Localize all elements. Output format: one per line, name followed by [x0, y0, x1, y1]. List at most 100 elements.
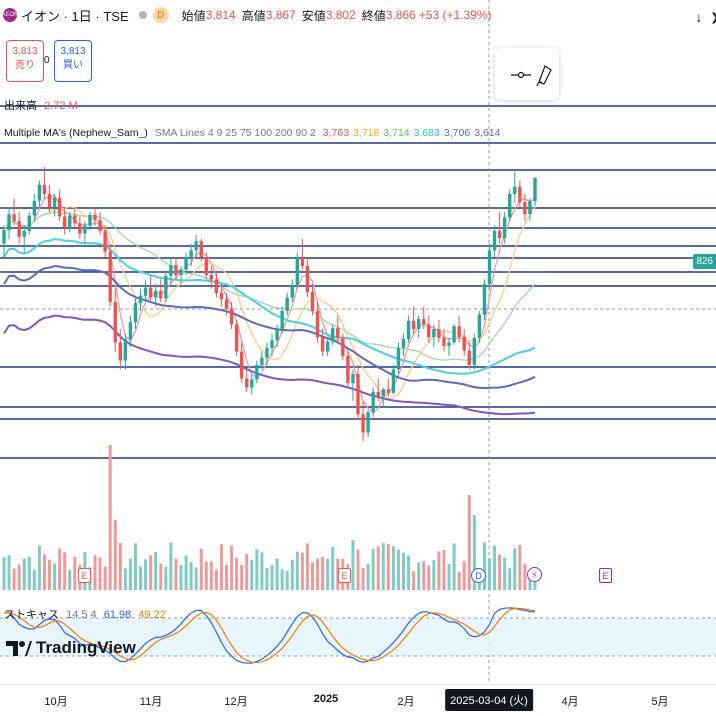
x-axis-label: 11月: [139, 696, 163, 708]
open-value: 3,814: [205, 8, 236, 22]
candle: [128, 315, 133, 347]
candle: [341, 333, 345, 361]
collapse-icon[interactable]: ❯: [704, 6, 716, 28]
ma-value-5: 3,614: [474, 127, 501, 139]
x-axis-label: 12月: [224, 696, 248, 708]
candle-body: [143, 287, 148, 296]
candle-body: [492, 230, 497, 251]
stoch-params: 14 5 4: [66, 609, 97, 621]
candle: [502, 212, 507, 244]
candle-body: [325, 341, 330, 352]
tradingview-logo[interactable]: TradingView: [6, 638, 136, 658]
time-axis[interactable]: 10月 11月 12月 2025 2月 2025-03-04 (火) 4月 5月: [0, 684, 716, 716]
candle: [2, 225, 6, 257]
stoch-legend[interactable]: ストキャス 14 5 4 61.98 49.22: [4, 606, 166, 622]
price-chart[interactable]: [0, 0, 716, 684]
candle-body: [133, 302, 138, 323]
candle-body: [128, 322, 133, 339]
candle-body: [52, 197, 57, 208]
candle: [285, 293, 289, 316]
volume-bar: [113, 520, 117, 590]
candle-body: [204, 257, 208, 275]
volume-bar: [487, 558, 491, 590]
candle: [497, 212, 502, 244]
volume-bar: [133, 543, 137, 590]
candle-body: [113, 302, 117, 343]
candle-body: [366, 412, 370, 433]
data-badge[interactable]: D: [152, 7, 169, 23]
volume-bar: [2, 557, 6, 590]
candle-body: [467, 350, 471, 365]
candle-body: [422, 319, 426, 325]
sell-label: 売り: [15, 60, 35, 71]
candle-body: [315, 311, 320, 338]
candle-body: [427, 324, 431, 338]
candle: [346, 351, 350, 388]
brush-tool-icon[interactable]: [536, 65, 552, 87]
volume-bar: [123, 568, 127, 590]
candle-body: [523, 202, 527, 215]
buy-button[interactable]: 3,813 買い: [54, 40, 92, 82]
earnings-event-icon[interactable]: E: [338, 568, 351, 583]
candle-body: [513, 186, 517, 194]
lightning-event-icon[interactable]: ⚡: [527, 567, 542, 582]
volume-legend[interactable]: 出来高 2.72 M: [4, 97, 78, 113]
ma-name: Multiple MA's (Nephew_Sam_): [4, 127, 148, 139]
volume-bar: [230, 545, 234, 590]
dividend-event-icon[interactable]: D: [471, 568, 486, 583]
candle-body: [164, 275, 168, 299]
low-value: 3,802: [325, 8, 356, 22]
candle-body: [275, 329, 279, 341]
candle-body: [169, 265, 173, 276]
candle-body: [73, 215, 77, 224]
sell-button[interactable]: 3,813 売り: [6, 40, 44, 82]
candle-body: [472, 338, 477, 365]
candle-body: [138, 295, 143, 303]
volume-bar: [159, 563, 163, 590]
symbol-title[interactable]: イオン · 1日 · TSE: [21, 8, 129, 24]
candle-body: [239, 351, 244, 379]
volume-bar: [498, 554, 502, 590]
volume-bar: [154, 551, 158, 590]
candle-body: [487, 250, 492, 284]
earnings-event-icon[interactable]: E: [599, 568, 612, 583]
stoch-k-line: [3, 607, 536, 664]
volume-bar: [381, 542, 385, 590]
volume-bar: [275, 558, 279, 590]
down-arrow-icon[interactable]: ↓: [695, 9, 703, 25]
candle: [209, 266, 214, 289]
volume-bar: [518, 545, 522, 590]
candle: [361, 401, 365, 442]
candle: [113, 288, 117, 352]
volume-bar: [184, 555, 188, 590]
candle: [138, 288, 143, 311]
candle: [487, 243, 492, 289]
candle-body: [98, 220, 102, 231]
volume-bar: [432, 560, 436, 590]
candle: [103, 225, 107, 257]
candle: [508, 189, 512, 221]
volume-bar: [361, 568, 365, 590]
ma-value-2: 3,714: [383, 127, 410, 139]
candle-body: [62, 216, 67, 228]
candle-body: [452, 326, 456, 343]
volume-bar: [128, 558, 132, 590]
volume-bar: [219, 544, 223, 590]
volume-bar: [93, 555, 97, 590]
candle-body: [179, 269, 183, 275]
drawing-tools: [511, 65, 552, 87]
candle: [255, 360, 259, 383]
earnings-event-icon[interactable]: E: [78, 568, 91, 583]
candle: [52, 194, 57, 217]
line-tool-icon[interactable]: [511, 71, 531, 79]
candle-body: [305, 266, 310, 293]
volume-bar: [235, 557, 239, 590]
candle: [164, 270, 168, 302]
ma-legend[interactable]: Multiple MA's (Nephew_Sam_) SMA Lines 4 …: [4, 127, 504, 139]
candle: [411, 306, 416, 334]
buy-label: 買い: [63, 60, 83, 71]
volume-bar: [260, 552, 264, 590]
candle-body: [437, 329, 441, 338]
volume-bar: [48, 559, 52, 590]
candle: [381, 387, 385, 406]
